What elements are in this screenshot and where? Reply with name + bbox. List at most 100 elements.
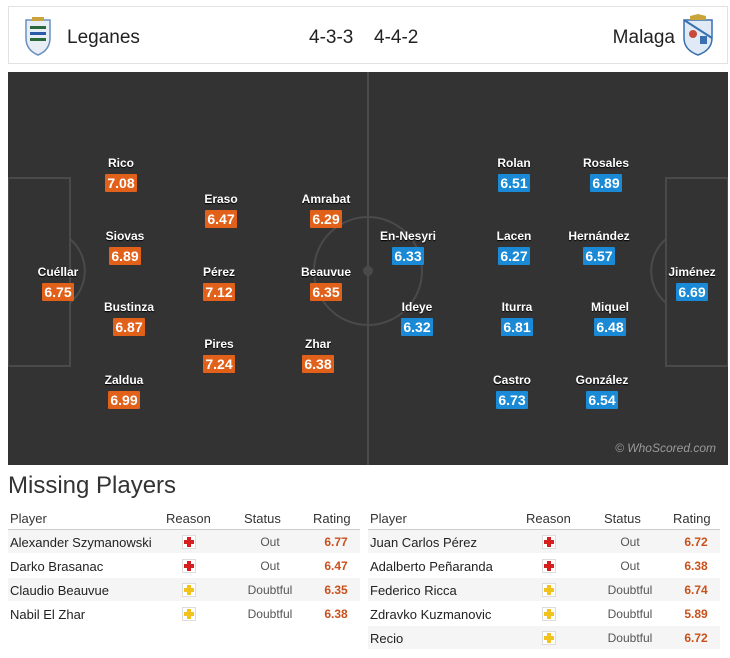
away-player[interactable]: Rolan 6.51 <box>474 156 554 193</box>
away-player[interactable]: Ideye 6.32 <box>377 300 457 337</box>
leganes-crest-icon[interactable] <box>22 16 54 56</box>
missing-player-name[interactable]: Claudio Beauvue <box>10 583 110 598</box>
player-rating: 6.73 <box>496 391 528 409</box>
header-rating[interactable]: Rating <box>313 511 351 526</box>
missing-player-name[interactable]: Zdravko Kuzmanovic <box>370 607 492 622</box>
player-name[interactable]: Jiménez <box>668 265 716 279</box>
away-player[interactable]: Rosales 6.89 <box>566 156 646 193</box>
missing-player-name[interactable]: Alexander Szymanowski <box>10 535 152 550</box>
home-player[interactable]: Pérez 7.12 <box>179 265 259 302</box>
player-rating: 6.29 <box>310 210 342 228</box>
player-rating: 6.35 <box>310 283 342 301</box>
doubtful-icon[interactable] <box>182 607 196 621</box>
missing-player-name[interactable]: Federico Ricca <box>370 583 457 598</box>
home-player[interactable]: Siovas 6.89 <box>85 229 165 266</box>
header-status[interactable]: Status <box>604 511 641 526</box>
home-player[interactable]: Beauvue 6.35 <box>286 265 366 302</box>
missing-rating: 5.89 <box>684 607 708 621</box>
injury-icon[interactable] <box>542 535 556 549</box>
header-player[interactable]: Player <box>10 511 47 526</box>
away-player[interactable]: Jiménez 6.69 <box>652 265 728 302</box>
away-player[interactable]: Miquel 6.48 <box>570 300 650 337</box>
player-rating: 6.54 <box>586 391 618 409</box>
table-row: Recio Doubtful 6.72 <box>368 626 720 650</box>
table-row: Nabil El Zhar Doubtful 6.38 <box>8 602 360 626</box>
doubtful-icon[interactable] <box>542 583 556 597</box>
home-player[interactable]: Bustinza 6.87 <box>89 300 169 337</box>
home-player[interactable]: Rico 7.08 <box>81 156 161 193</box>
away-player[interactable]: Lacen 6.27 <box>474 229 554 266</box>
player-rating: 6.48 <box>594 318 626 336</box>
player-rating: 7.12 <box>203 283 235 301</box>
home-player[interactable]: Amrabat 6.29 <box>286 192 366 229</box>
home-player[interactable]: Zaldua 6.99 <box>84 373 164 410</box>
player-rating: 6.69 <box>676 283 708 301</box>
player-name[interactable]: Lacen <box>496 229 532 243</box>
player-name[interactable]: Iturra <box>501 300 533 314</box>
injury-icon[interactable] <box>542 559 556 573</box>
pitch: Cuéllar 6.75 Rico 7.08 Siovas 6.89 Bustinza 6.8… <box>8 72 728 465</box>
player-name[interactable]: Beauvue <box>300 265 352 279</box>
away-player[interactable]: En-Nesyri 6.33 <box>368 229 448 266</box>
missing-player-name[interactable]: Juan Carlos Pérez <box>370 535 477 550</box>
player-name[interactable]: Amrabat <box>301 192 351 206</box>
player-name[interactable]: Zaldua <box>104 373 144 387</box>
away-team-name[interactable]: Malaga <box>612 27 675 48</box>
header-rating[interactable]: Rating <box>673 511 711 526</box>
header-reason[interactable]: Reason <box>166 511 211 526</box>
away-player[interactable]: González 6.54 <box>562 373 642 410</box>
injury-icon[interactable] <box>182 559 196 573</box>
missing-status: Out <box>620 559 640 573</box>
player-name[interactable]: Ideye <box>401 300 433 314</box>
doubtful-icon[interactable] <box>182 583 196 597</box>
player-rating: 7.08 <box>105 174 137 192</box>
player-name[interactable]: Pérez <box>202 265 236 279</box>
player-rating: 6.51 <box>498 174 530 192</box>
player-name[interactable]: González <box>575 373 629 387</box>
home-player[interactable]: Cuéllar 6.75 <box>18 265 98 302</box>
player-rating: 6.87 <box>113 318 145 336</box>
doubtful-icon[interactable] <box>542 631 556 645</box>
missing-player-name[interactable]: Darko Brasanac <box>10 559 104 574</box>
header-reason[interactable]: Reason <box>526 511 571 526</box>
home-player[interactable]: Eraso 6.47 <box>181 192 261 229</box>
player-name[interactable]: Bustinza <box>103 300 154 314</box>
player-name[interactable]: Cuéllar <box>37 265 79 279</box>
missing-player-name[interactable]: Nabil El Zhar <box>10 607 86 622</box>
player-name[interactable]: Zhar <box>304 337 331 351</box>
home-team-name[interactable]: Leganes <box>67 27 140 48</box>
player-name[interactable]: Eraso <box>204 192 238 206</box>
doubtful-icon[interactable] <box>542 607 556 621</box>
player-rating: 6.89 <box>590 174 622 192</box>
home-missing-table: Player Reason Status Rating Alexander Sz… <box>8 508 360 626</box>
player-name[interactable]: Siovas <box>105 229 145 243</box>
home-missing-rows: Alexander Szymanowski Out 6.77 Darko Brasan… <box>8 530 360 626</box>
away-player[interactable]: Hernández 6.57 <box>559 229 639 266</box>
away-player[interactable]: Iturra 6.81 <box>477 300 557 337</box>
missing-player-name[interactable]: Recio <box>370 631 404 646</box>
missing-status: Doubtful <box>247 583 293 597</box>
player-name[interactable]: Rico <box>107 156 134 170</box>
missing-rating: 6.35 <box>324 583 348 597</box>
malaga-crest-icon[interactable] <box>681 14 715 56</box>
player-name[interactable]: Hernández <box>568 229 630 243</box>
injury-icon[interactable] <box>182 535 196 549</box>
home-player[interactable]: Pires 7.24 <box>179 337 259 374</box>
player-name[interactable]: Castro <box>492 373 531 387</box>
header-status[interactable]: Status <box>244 511 281 526</box>
player-rating: 6.57 <box>583 247 615 265</box>
player-name[interactable]: Miquel <box>591 300 629 314</box>
away-missing-rows: Juan Carlos Pérez Out 6.72 Adalberto Peñara… <box>368 530 720 650</box>
player-rating: 6.27 <box>498 247 530 265</box>
header-player[interactable]: Player <box>370 511 407 526</box>
player-rating: 6.75 <box>42 283 74 301</box>
player-name[interactable]: Rosales <box>582 156 630 170</box>
player-name[interactable]: Rolan <box>497 156 531 170</box>
table-header: Player Reason Status Rating <box>368 508 720 530</box>
away-player[interactable]: Castro 6.73 <box>472 373 552 410</box>
player-name[interactable]: En-Nesyri <box>379 229 437 243</box>
missing-rating: 6.47 <box>324 559 348 573</box>
home-player[interactable]: Zhar 6.38 <box>278 337 358 374</box>
player-name[interactable]: Pires <box>204 337 234 351</box>
missing-player-name[interactable]: Adalberto Peñaranda <box>370 559 493 574</box>
